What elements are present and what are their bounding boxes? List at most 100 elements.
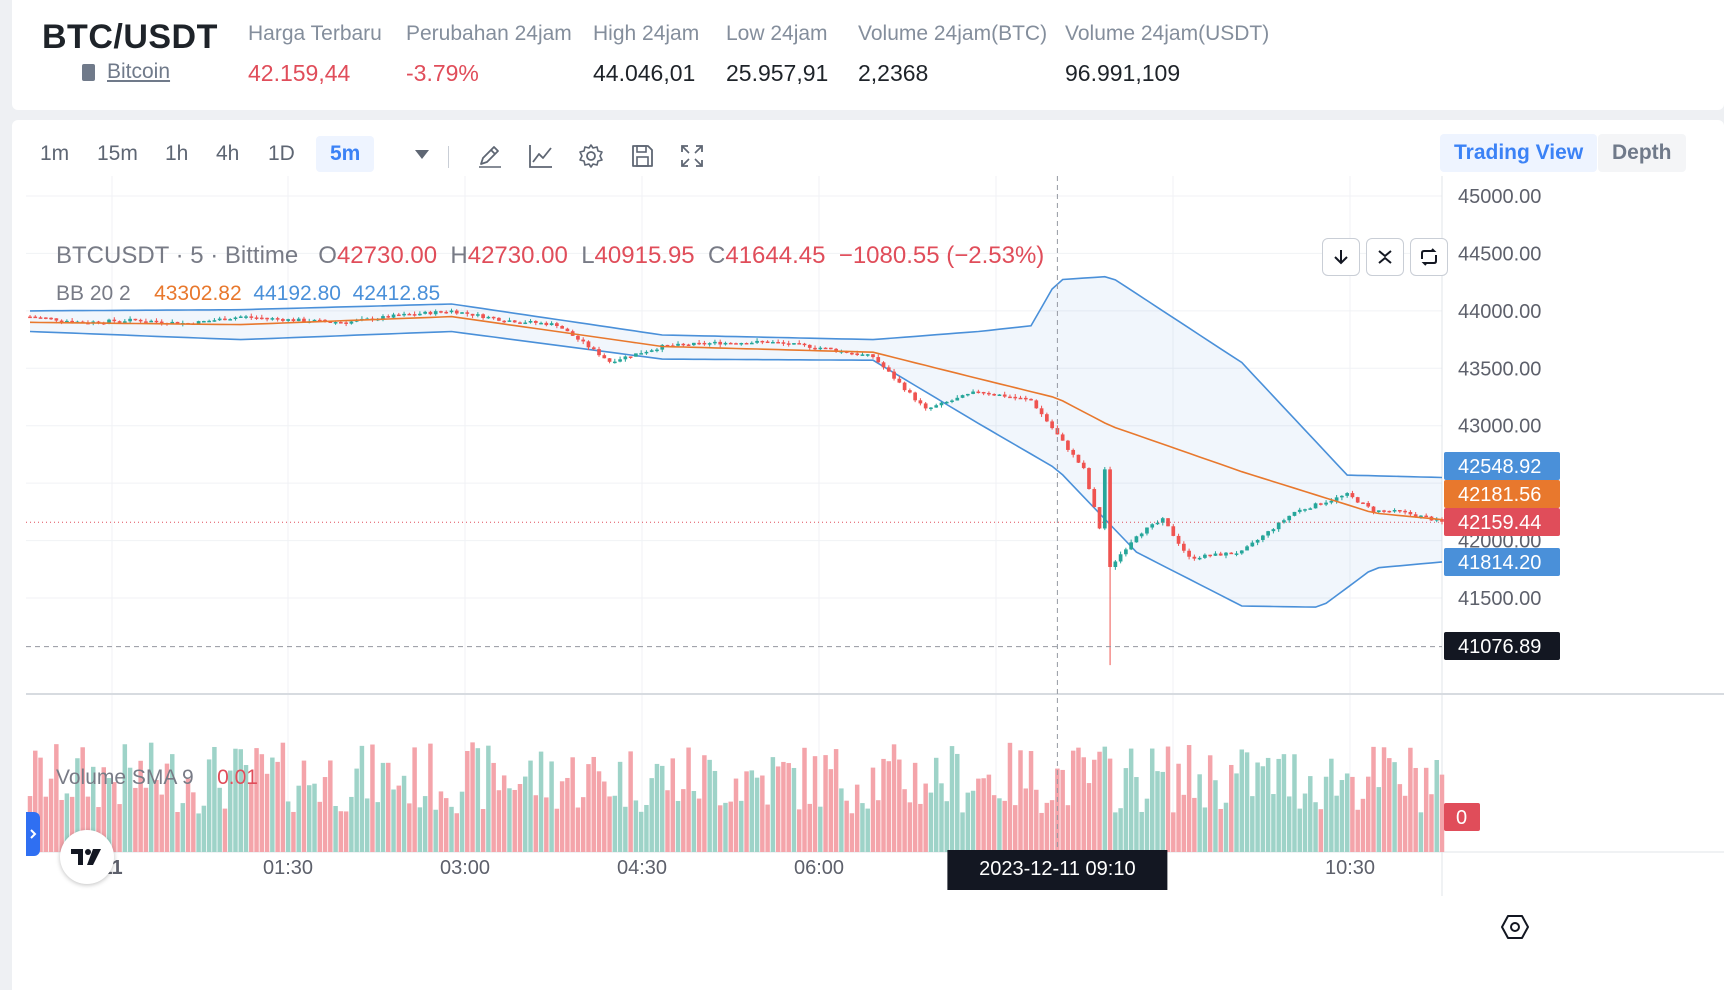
candle-body xyxy=(122,321,127,323)
candle-body xyxy=(1092,489,1097,508)
save-icon[interactable] xyxy=(628,142,656,170)
candle-body xyxy=(649,350,654,352)
volume-bar xyxy=(976,778,981,852)
candle-body xyxy=(1097,507,1102,529)
volume-bar xyxy=(654,763,660,852)
volume-bar xyxy=(1070,750,1076,852)
volume-bar xyxy=(285,801,291,852)
volume-bar xyxy=(1281,754,1287,852)
candle-body xyxy=(539,322,543,325)
price-chart[interactable]: 45000.00 44500.00 44000.00 43500.00 43000.00… xyxy=(26,176,1724,990)
chevron-right-icon xyxy=(30,829,37,839)
timeframe-1h[interactable]: 1h xyxy=(165,142,189,165)
volume-bar xyxy=(143,787,149,852)
bb-fill xyxy=(30,276,1442,608)
volume-bar xyxy=(602,781,607,852)
candle-body xyxy=(254,317,259,319)
candle-body xyxy=(433,311,438,315)
candle-body xyxy=(902,382,907,391)
volume-bar xyxy=(570,757,575,852)
volume-bar xyxy=(148,742,154,852)
depth-button[interactable]: Depth xyxy=(1598,134,1686,172)
bb-upper-value: 44192.80 xyxy=(253,282,341,305)
trading-view-button[interactable]: Trading View xyxy=(1440,134,1598,172)
candle-body xyxy=(1255,539,1260,543)
candle-body xyxy=(259,317,264,320)
volume-bar xyxy=(665,790,670,852)
volume-bar xyxy=(1286,796,1292,852)
candle-body xyxy=(1134,536,1139,543)
volume-bar xyxy=(1260,766,1266,852)
volume-bar xyxy=(849,813,855,852)
timeframe-1m[interactable]: 1m xyxy=(40,142,70,165)
candle-body xyxy=(1002,394,1007,397)
bb-legend: BB 20 2 43302.82 44192.80 42412.85 xyxy=(56,282,440,306)
volume-bar xyxy=(364,798,370,852)
volume-bar xyxy=(1387,758,1392,852)
timeframe-4h[interactable]: 4h xyxy=(216,142,240,165)
y-tick-label: 43000.00 xyxy=(1458,416,1541,438)
candle-body xyxy=(607,358,612,362)
candle-body xyxy=(871,354,875,358)
volume-bar xyxy=(912,762,918,852)
candle-body xyxy=(249,316,254,318)
book-icon xyxy=(82,63,95,81)
volume-bar xyxy=(728,801,733,852)
volume-bar xyxy=(254,748,259,852)
scroll-down-button[interactable] xyxy=(1322,238,1360,276)
candle-body xyxy=(386,316,391,318)
candle-body xyxy=(391,314,396,318)
volume-bar xyxy=(839,788,844,852)
timeframe-5m[interactable]: 5m xyxy=(316,136,375,172)
candle-body xyxy=(929,407,933,410)
volume-bar xyxy=(1202,807,1208,852)
volume-bar xyxy=(923,783,928,852)
candle-body xyxy=(1203,554,1207,558)
draw-icon[interactable] xyxy=(476,142,504,170)
candle-body xyxy=(749,342,754,345)
chart-area[interactable]: 45000.00 44500.00 44000.00 43500.00 43000.00… xyxy=(26,176,1724,990)
candle-body xyxy=(681,343,686,346)
candle-body xyxy=(1018,397,1023,400)
volume-bar xyxy=(312,783,317,852)
collapse-button[interactable] xyxy=(1366,238,1404,276)
tradingview-logo[interactable] xyxy=(60,830,114,884)
candle-body xyxy=(981,391,986,394)
fullscreen-icon[interactable] xyxy=(678,142,706,170)
bb-basis-line xyxy=(29,315,1443,521)
axis-settings-icon[interactable] xyxy=(1500,912,1530,942)
stat-label: Volume 24jam(USDT) xyxy=(1065,22,1270,45)
volume-bar xyxy=(1139,811,1144,852)
volume-bar xyxy=(623,806,628,852)
candle-body xyxy=(54,318,59,321)
volume-bar xyxy=(264,773,270,852)
candle-body xyxy=(676,343,680,346)
stat-value: 96.991,109 xyxy=(1065,60,1181,86)
volume-bar xyxy=(1176,763,1181,852)
candle-body xyxy=(349,321,354,324)
indicator-icon[interactable] xyxy=(527,142,555,170)
sidebar-toggle[interactable] xyxy=(26,812,40,856)
volume-bar xyxy=(612,795,618,852)
volume-bar xyxy=(833,749,839,852)
gear-icon[interactable] xyxy=(577,142,605,170)
candle-body xyxy=(565,328,570,332)
volume-bar xyxy=(1234,773,1239,852)
volume-tag-label: 0 xyxy=(1456,807,1467,829)
reset-view-button[interactable] xyxy=(1410,238,1448,276)
candle-body xyxy=(312,319,317,322)
candle-body xyxy=(286,319,291,321)
timeframe-1d[interactable]: 1D xyxy=(268,142,295,165)
volume-bar xyxy=(386,762,391,852)
volume-bar xyxy=(1381,747,1387,852)
candle-body xyxy=(281,319,285,321)
coin-link[interactable]: Bitcoin xyxy=(82,60,170,84)
stat-label: Harga Terbaru xyxy=(248,22,382,45)
volume-bar xyxy=(1002,800,1007,852)
chevron-down-icon[interactable] xyxy=(415,150,429,159)
arrow-down-icon xyxy=(1334,250,1348,265)
candle-body xyxy=(828,347,833,350)
timeframe-15m[interactable]: 15m xyxy=(97,142,138,165)
volume-bar xyxy=(1402,795,1408,852)
candle-body xyxy=(196,321,201,325)
